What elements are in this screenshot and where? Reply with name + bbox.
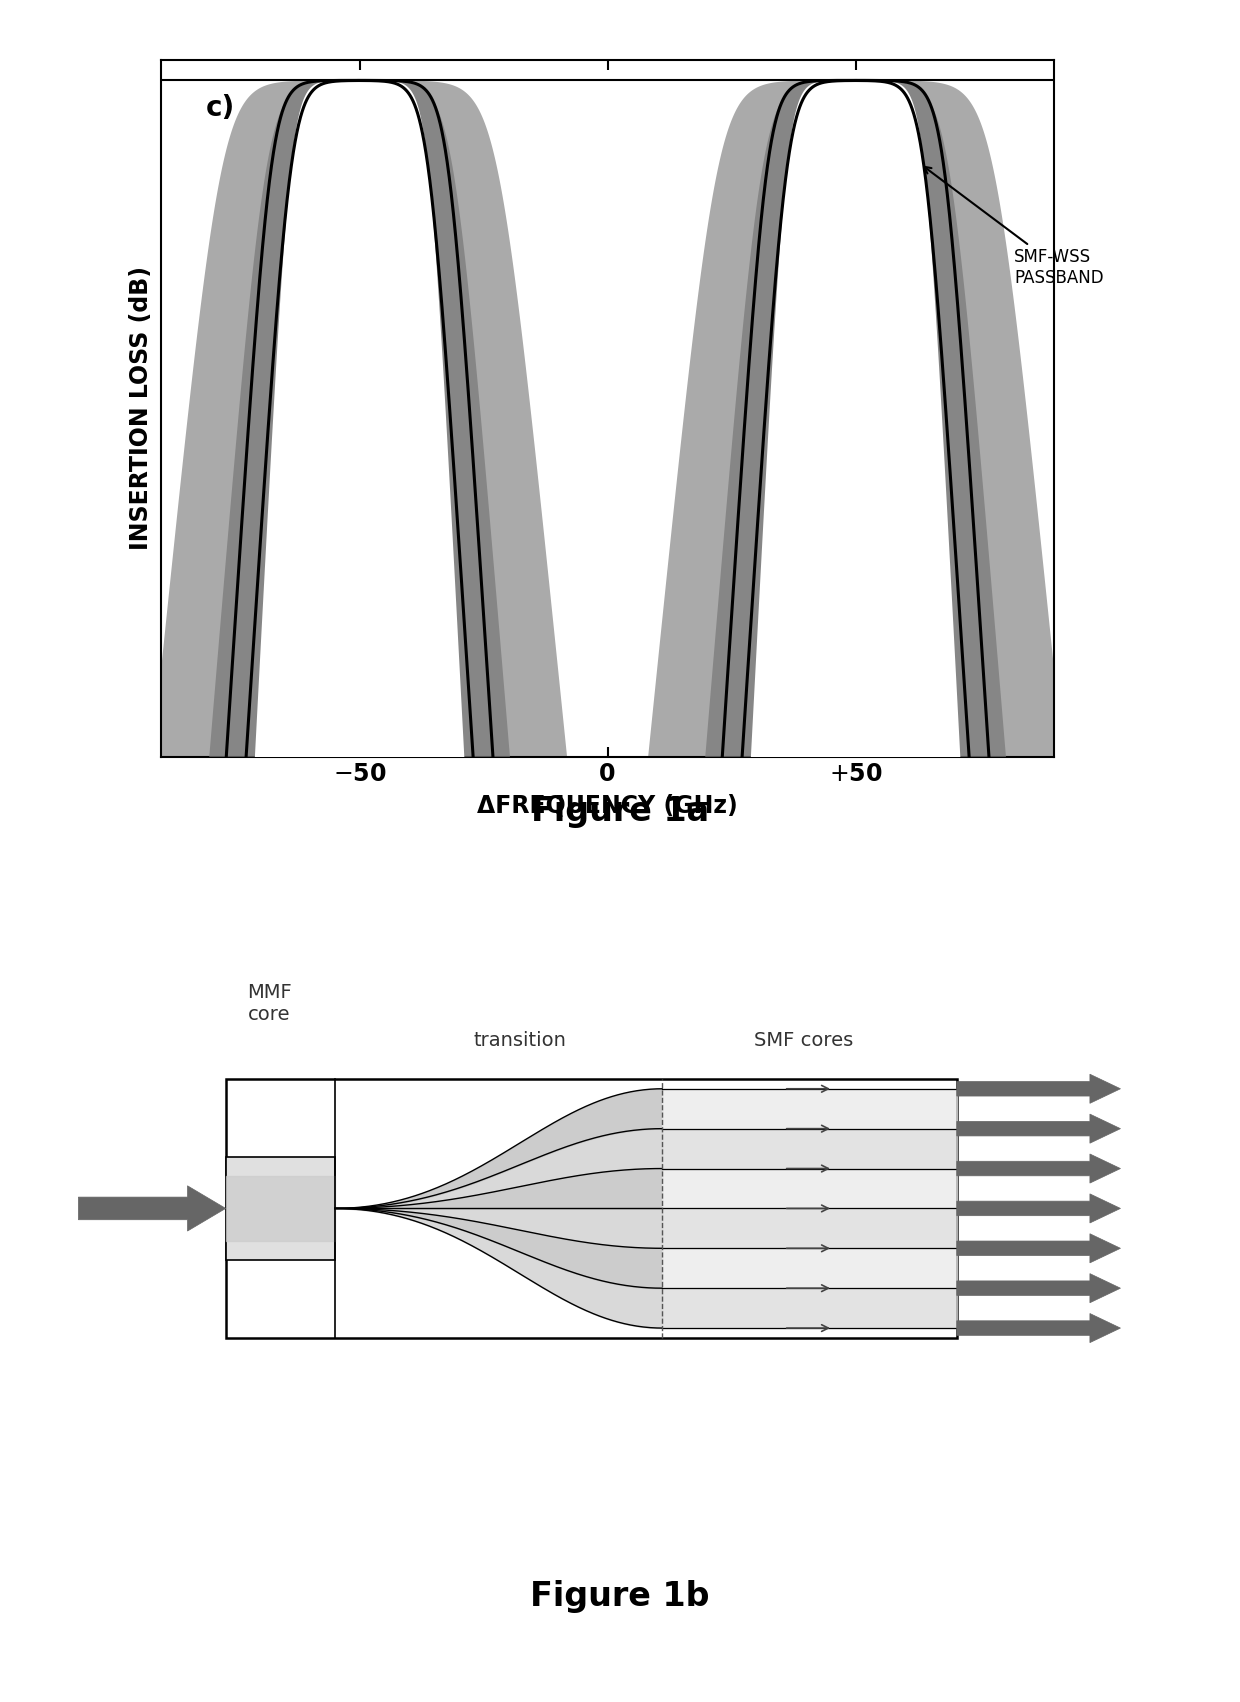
X-axis label: ΔFREQUENCY (GHz): ΔFREQUENCY (GHz) (477, 793, 738, 817)
Text: c): c) (206, 94, 236, 123)
Polygon shape (78, 1186, 226, 1231)
Text: Figure 1b: Figure 1b (531, 1579, 709, 1613)
FancyBboxPatch shape (226, 1079, 957, 1338)
Text: SMF-WSS
PASSBAND: SMF-WSS PASSBAND (924, 167, 1104, 288)
Polygon shape (957, 1193, 1121, 1224)
Text: MMF
core: MMF core (247, 984, 291, 1025)
Bar (226, 1157, 335, 1259)
Polygon shape (957, 1234, 1121, 1263)
Text: SMF cores: SMF cores (754, 1031, 853, 1050)
Text: transition: transition (474, 1031, 567, 1050)
Y-axis label: INSERTION LOSS (dB): INSERTION LOSS (dB) (129, 267, 153, 550)
Polygon shape (957, 1115, 1121, 1144)
Polygon shape (957, 1154, 1121, 1183)
Polygon shape (957, 1074, 1121, 1103)
Polygon shape (957, 1314, 1121, 1343)
Polygon shape (957, 1273, 1121, 1302)
Text: Figure 1a: Figure 1a (531, 795, 709, 829)
